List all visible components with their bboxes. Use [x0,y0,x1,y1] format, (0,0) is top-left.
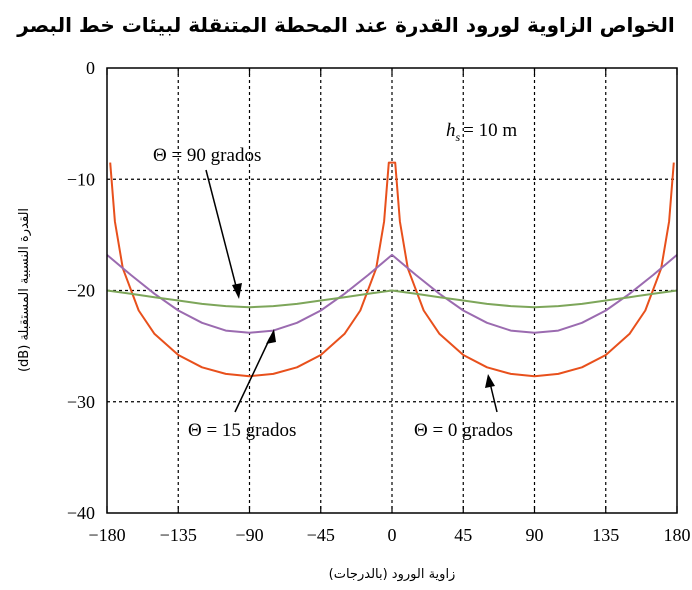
arrow-theta-90 [205,169,238,291]
series-line-2 [106,289,678,309]
y-axis-label: القدرة النسبية المستقبلة (dB) [17,208,32,372]
y-tick-label: −30 [67,392,95,412]
y-tick-label: −10 [67,169,95,189]
arrow-theta-0 [489,382,498,413]
x-tick-label: 135 [592,525,619,545]
arrowhead-theta-15 [266,329,276,344]
chart-title: الخواص الزاوية لورود القدرة عند المحطة ا… [16,13,674,37]
x-tick-label: 45 [454,525,472,545]
series-line-0 [109,161,675,378]
x-tick-label: 180 [664,525,691,545]
arrowhead-theta-0 [485,374,495,388]
plot-frame [106,67,678,514]
y-tick-labels: 0 −10 −20 −30 −40 [67,58,95,523]
annotation-theta-0: Θ = 0 grados [414,420,513,441]
series-group [106,161,678,378]
x-tick-label: −135 [160,525,197,545]
grid [106,68,678,513]
annotation-theta-15: Θ = 15 grados [188,420,296,441]
arrow-theta-15 [234,337,271,413]
arrowhead-theta-90 [232,283,242,299]
x-axis-label: زاوية الورود (بالدرجات) [329,567,456,582]
x-tick-label: −45 [307,525,335,545]
x-tick-label: 0 [388,525,397,545]
height-label: hs = 10 m [446,120,517,144]
y-tick-label: −20 [67,281,95,301]
y-tick-label: 0 [86,58,95,78]
y-tick-label: −40 [67,503,95,523]
x-tick-label: −90 [235,525,263,545]
annotation-theta-90: Θ = 90 grados [153,145,261,166]
x-tick-label: −180 [88,525,125,545]
x-tick-label: 90 [526,525,544,545]
x-tick-labels: −180 −135 −90 −45 0 45 90 135 180 [88,525,690,545]
series-line-1 [106,253,678,334]
